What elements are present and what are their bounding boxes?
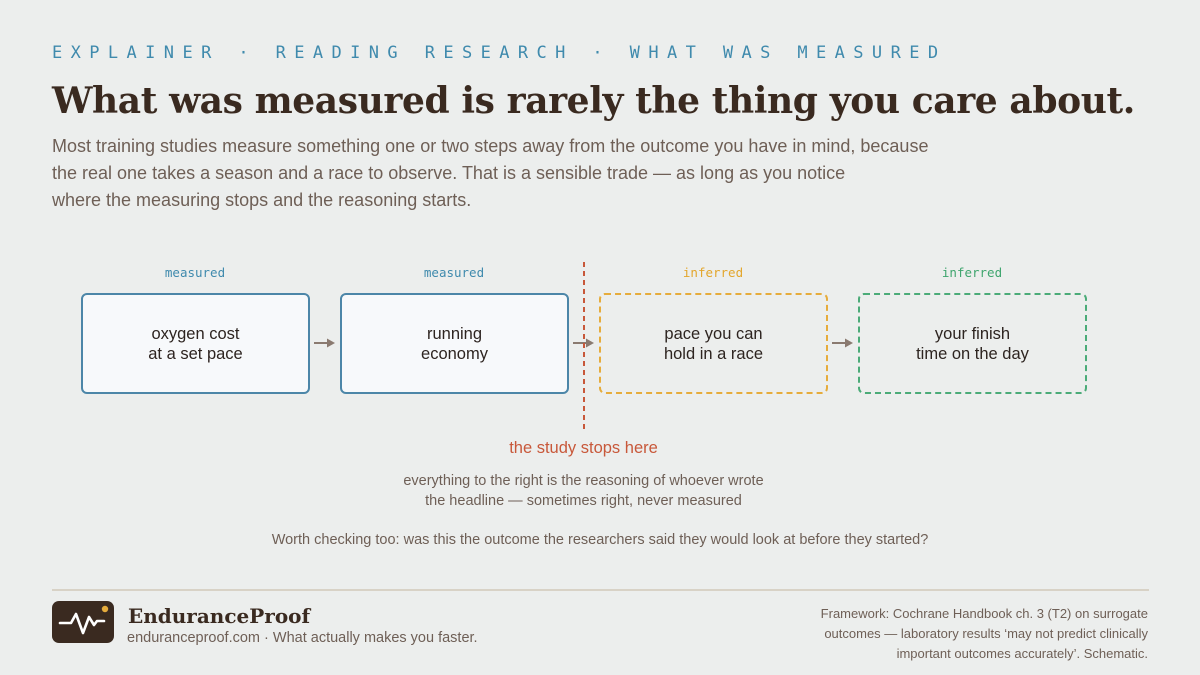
cut-note: everything to the right is the reasoning…	[0, 471, 1167, 511]
arrow-right-icon	[573, 338, 594, 348]
page-title: What was measured is rarely the thing yo…	[52, 80, 1135, 122]
node-label: time on the day	[916, 344, 1029, 363]
intro-line: where the measuring stops and the reason…	[52, 190, 472, 210]
heartbeat-pulse-icon	[52, 601, 114, 643]
node-tag-measured: measured	[164, 265, 226, 280]
source-footnote: Framework: Cochrane Handbook ch. 3 (T2) …	[748, 604, 1148, 664]
cut-note-line: everything to the right is the reasoning…	[403, 473, 764, 489]
node-tag-measured: measured	[423, 265, 485, 280]
arrow-right-icon	[314, 338, 335, 348]
cut-label: the study stops here	[509, 439, 658, 457]
node-label: at a set pace	[148, 344, 243, 363]
footnote-line: Framework: Cochrane Handbook ch. 3 (T2) …	[820, 606, 1148, 621]
arrow-right-icon	[832, 338, 853, 348]
eyebrow: EXPLAINER · READING RESEARCH · WHAT WAS …	[52, 43, 947, 63]
node-label: running	[426, 324, 483, 343]
brand-name: EnduranceProof	[128, 604, 311, 628]
node-label: oxygen cost	[151, 324, 240, 343]
node-race-pace: pace you can hold in a race	[599, 293, 828, 394]
node-tag-inferred: inferred	[941, 265, 1003, 280]
intro-paragraph: Most training studies measure something …	[52, 133, 952, 214]
node-label: your finish	[934, 324, 1011, 343]
node-oxygen-cost: oxygen cost at a set pace	[81, 293, 310, 394]
study-cut-line	[583, 262, 585, 430]
intro-line: the real one takes a season and a race t…	[52, 163, 846, 183]
node-finish-time: your finish time on the day	[858, 293, 1087, 394]
brand-tagline: enduranceproof.com · What actually makes…	[127, 630, 478, 646]
node-tag-inferred: inferred	[682, 265, 744, 280]
node-running-economy: running economy	[340, 293, 569, 394]
cut-note-line: the headline — sometimes right, never me…	[425, 493, 742, 509]
intro-line: Most training studies measure something …	[52, 136, 929, 156]
node-label: economy	[421, 344, 488, 363]
footer-divider	[52, 589, 1149, 591]
worth-checking-note: Worth checking too: was this the outcome…	[271, 532, 929, 548]
node-label: hold in a race	[663, 344, 764, 363]
footnote-line: important outcomes accurately’. Schemati…	[896, 646, 1148, 661]
footnote-line: outcomes — laboratory results ‘may not p…	[824, 626, 1148, 641]
node-label: pace you can	[664, 324, 763, 343]
